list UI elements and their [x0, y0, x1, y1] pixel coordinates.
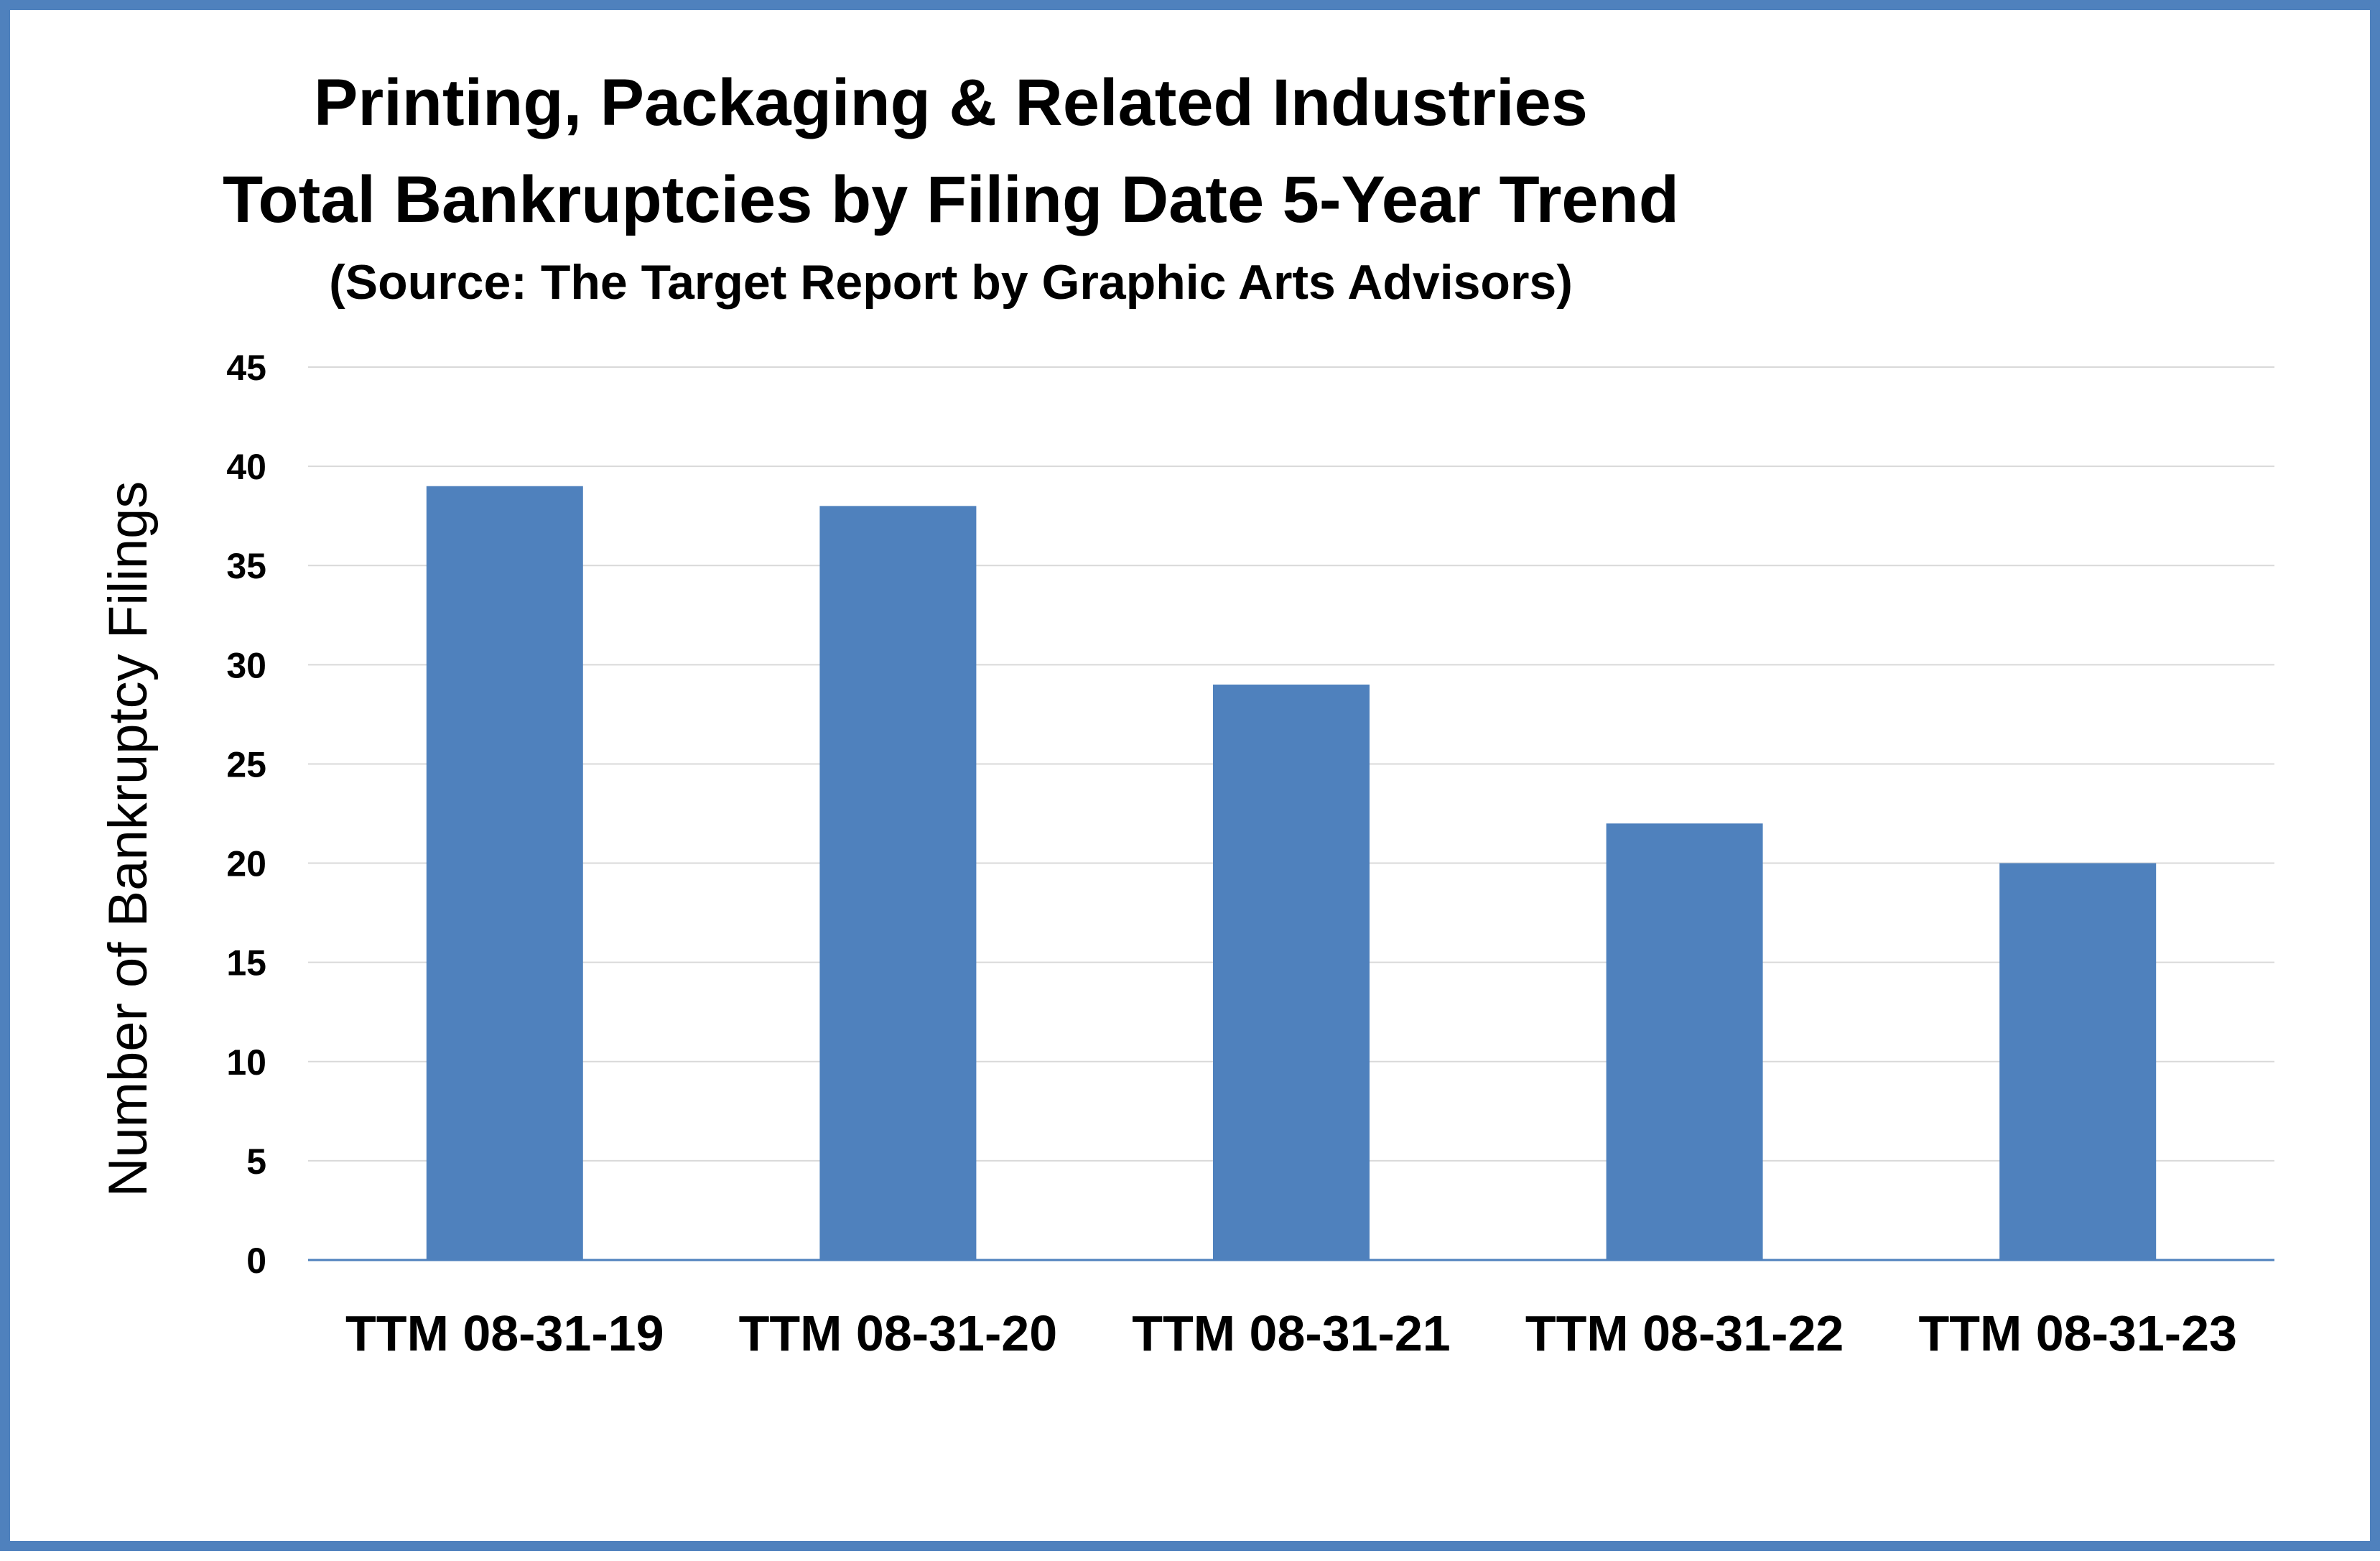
x-tick-label: TTM 08-31-19	[345, 1305, 664, 1361]
y-tick-label: 45	[226, 348, 266, 388]
bar	[426, 486, 583, 1260]
y-tick-label: 0	[246, 1241, 266, 1281]
bar	[1606, 823, 1763, 1260]
y-tick-label: 40	[226, 447, 266, 487]
bar	[1999, 863, 2157, 1260]
y-tick-label: 20	[226, 844, 266, 884]
y-axis-ticks: 0 5 10 15 20 25 30 35 40 45	[226, 348, 266, 1281]
x-axis-ticks: TTM 08-31-19 TTM 08-31-20 TTM 08-31-21 TTM …	[345, 1305, 2237, 1361]
y-tick-label: 35	[226, 546, 266, 586]
bar	[1213, 684, 1370, 1260]
x-tick-label: TTM 08-31-23	[1918, 1305, 2236, 1361]
bars	[426, 486, 2157, 1261]
x-tick-label: TTM 08-31-21	[1132, 1305, 1450, 1361]
x-tick-label: TTM 08-31-20	[739, 1305, 1057, 1361]
x-tick-label: TTM 08-31-22	[1525, 1305, 1844, 1361]
y-axis-title: Number of Bankruptcy Filings	[98, 481, 159, 1198]
chart: Printing, Packaging & Related Industries…	[98, 66, 2274, 1361]
chart-subtitle: (Source: The Target Report by Graphic Ar…	[329, 255, 1573, 310]
y-tick-label: 15	[226, 943, 266, 983]
y-tick-label: 10	[226, 1042, 266, 1083]
y-tick-label: 30	[226, 645, 266, 685]
chart-title-line-2: Total Bankruptcies by Filing Date 5-Year…	[223, 163, 1679, 236]
y-tick-label: 5	[246, 1141, 266, 1182]
y-tick-label: 25	[226, 744, 266, 784]
bar	[819, 506, 977, 1261]
chart-title-line-1: Printing, Packaging & Related Industries	[314, 66, 1588, 139]
